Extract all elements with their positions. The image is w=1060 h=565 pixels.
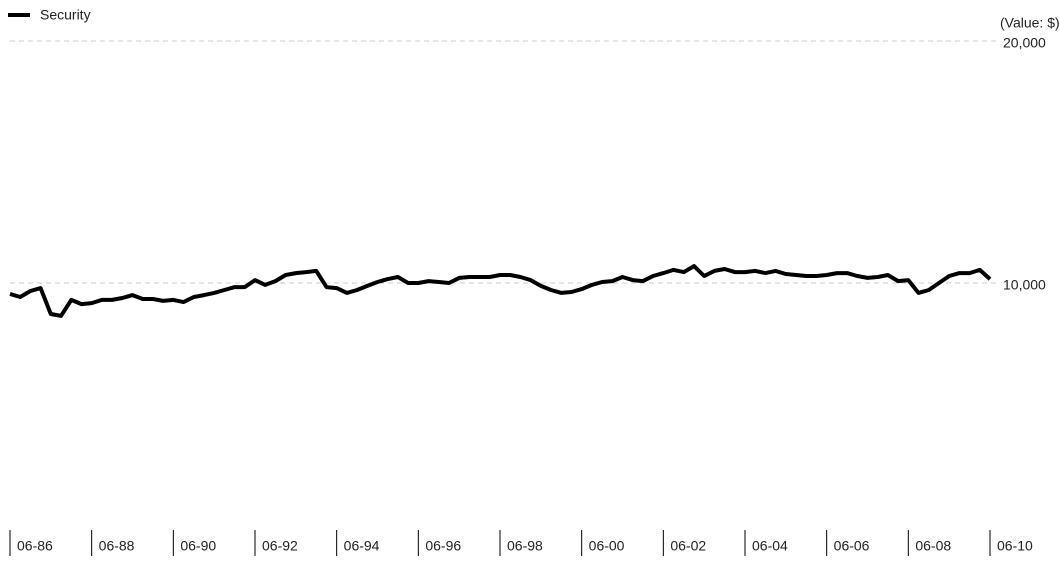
x-tick-label: 06-96 <box>425 538 461 554</box>
x-tick-label: 06-88 <box>99 538 135 554</box>
x-tick-label: 06-94 <box>344 538 380 554</box>
x-tick-label: 06-00 <box>589 538 625 554</box>
x-tick-label: 06-90 <box>180 538 216 554</box>
x-tick-label: 06-08 <box>915 538 951 554</box>
x-tick-label: 06-04 <box>752 538 788 554</box>
legend-label: Security <box>40 7 91 23</box>
data-line <box>9 264 992 318</box>
x-tick-label: 06-10 <box>997 538 1033 554</box>
y-tick-label: 10,000 <box>1003 277 1046 293</box>
x-tick-label: 06-02 <box>670 538 706 554</box>
y-tick-label: 20,000 <box>1003 35 1046 51</box>
x-tick-label: 06-06 <box>834 538 870 554</box>
x-tick-label: 06-92 <box>262 538 298 554</box>
x-tick-label: 06-86 <box>17 538 53 554</box>
x-tick-label: 06-98 <box>507 538 543 554</box>
y-axis-label: (Value: $) <box>1000 15 1060 31</box>
